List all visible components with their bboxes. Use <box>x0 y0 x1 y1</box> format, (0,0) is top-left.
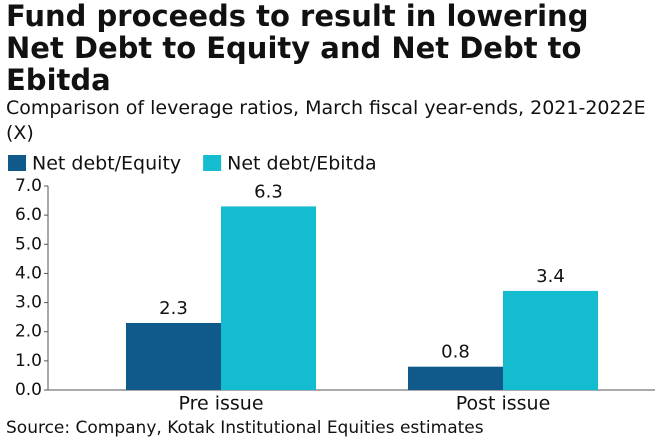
y-tick-label: 4.0 <box>15 263 42 283</box>
chart-title: Fund proceeds to result in lowering Net … <box>6 0 589 97</box>
bar <box>221 206 316 390</box>
y-tick-label: 6.0 <box>15 205 42 225</box>
x-tick-label: Post issue <box>456 393 551 415</box>
y-tick-label: 7.0 <box>15 176 42 196</box>
y-tick-label: 0.0 <box>15 380 42 400</box>
y-tick-label: 2.0 <box>15 322 42 342</box>
data-label: 3.4 <box>536 266 565 287</box>
chart-subtitle: Comparison of leverage ratios, March fis… <box>6 97 646 144</box>
y-tick-label: 5.0 <box>15 234 42 254</box>
source: Source: Company, Kotak Institutional Equ… <box>6 418 484 438</box>
y-tick-label: 3.0 <box>15 293 42 313</box>
data-label: 0.8 <box>441 342 470 363</box>
data-label: 6.3 <box>254 181 283 202</box>
bar <box>408 366 503 390</box>
bar <box>503 290 598 390</box>
y-tick-label: 1.0 <box>15 351 42 371</box>
legend-swatch <box>8 155 26 171</box>
legend-swatch <box>203 155 222 171</box>
data-label: 2.3 <box>159 298 188 319</box>
legend-label: Net debt/Ebitda <box>227 153 377 175</box>
legend-label: Net debt/Equity <box>32 153 181 175</box>
x-tick-label: Pre issue <box>178 393 263 415</box>
bar <box>126 322 221 390</box>
